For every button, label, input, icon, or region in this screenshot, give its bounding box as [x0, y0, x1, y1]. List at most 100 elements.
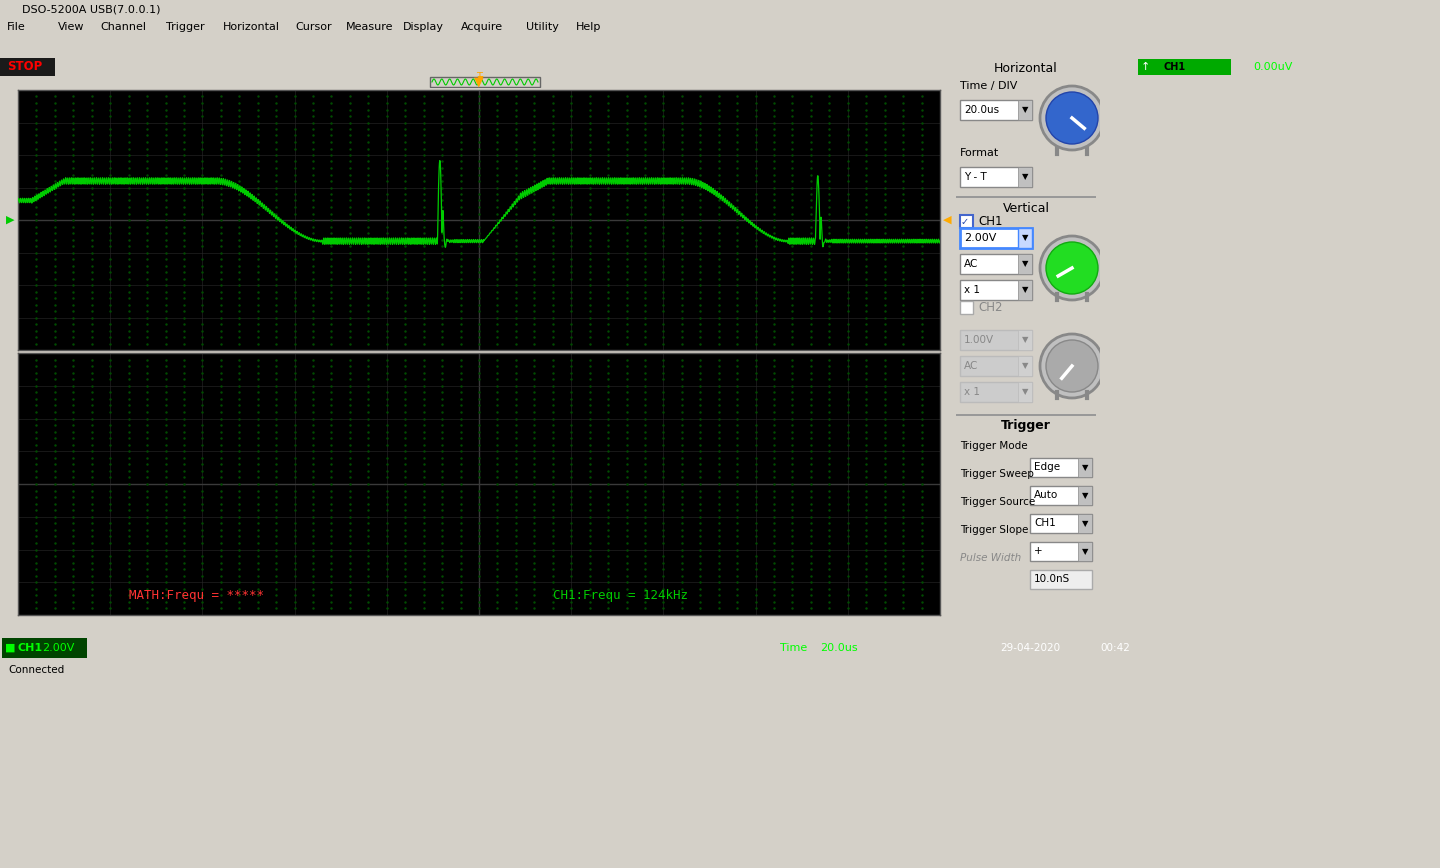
Bar — [431, 77, 540, 87]
Circle shape — [1045, 340, 1099, 392]
Bar — [960, 254, 1032, 274]
Text: AC: AC — [963, 259, 978, 269]
Text: ▼: ▼ — [1022, 233, 1028, 242]
Bar — [1079, 542, 1092, 561]
Text: Help: Help — [576, 22, 602, 31]
Circle shape — [1045, 92, 1099, 144]
Text: Edge: Edge — [1034, 463, 1060, 472]
Bar — [960, 280, 1032, 300]
FancyBboxPatch shape — [1138, 59, 1231, 76]
FancyBboxPatch shape — [0, 58, 55, 76]
Circle shape — [1045, 242, 1099, 294]
Circle shape — [1040, 236, 1104, 300]
Text: Trigger Mode: Trigger Mode — [960, 441, 1028, 451]
Text: ◀: ◀ — [943, 215, 952, 225]
Text: ▼: ▼ — [1022, 260, 1028, 268]
Text: Pulse Width: Pulse Width — [960, 553, 1021, 563]
Text: Measure: Measure — [346, 22, 393, 31]
Bar — [1018, 280, 1032, 300]
Bar — [960, 382, 1032, 402]
Text: 1.00V: 1.00V — [963, 335, 994, 345]
Text: 0.00uV: 0.00uV — [1253, 62, 1292, 72]
Text: 20.0us: 20.0us — [819, 643, 858, 653]
Text: 29-04-2020: 29-04-2020 — [999, 643, 1060, 653]
Bar — [956, 414, 1096, 416]
Text: ✓: ✓ — [960, 216, 969, 227]
Text: 20.0us: 20.0us — [963, 105, 999, 115]
Circle shape — [1040, 334, 1104, 398]
Text: Y - T: Y - T — [963, 172, 986, 182]
Text: Channel: Channel — [101, 22, 147, 31]
Text: CH1: CH1 — [17, 643, 43, 653]
Bar — [1018, 356, 1032, 376]
Text: Trigger Sweep: Trigger Sweep — [960, 469, 1034, 479]
Text: CH1: CH1 — [1164, 62, 1185, 72]
Text: ▼: ▼ — [1022, 361, 1028, 371]
Text: AC: AC — [963, 361, 978, 371]
Bar — [1018, 254, 1032, 274]
Text: Format: Format — [960, 148, 999, 158]
Text: ▼: ▼ — [1022, 106, 1028, 115]
Text: ▼: ▼ — [474, 76, 484, 89]
Text: ▼: ▼ — [1081, 519, 1089, 528]
Bar — [960, 330, 1032, 350]
Bar — [1018, 382, 1032, 402]
Bar — [960, 167, 1032, 187]
Bar — [1030, 514, 1092, 533]
Bar — [1079, 514, 1092, 533]
Text: Horizontal: Horizontal — [994, 62, 1058, 75]
Text: x 1: x 1 — [963, 387, 981, 397]
Text: ▼: ▼ — [1022, 286, 1028, 294]
Text: Display: Display — [403, 22, 444, 31]
Bar — [1079, 486, 1092, 505]
Bar — [1030, 458, 1092, 477]
Text: DSO-5200A USB(7.0.0.1): DSO-5200A USB(7.0.0.1) — [22, 4, 160, 14]
Bar — [960, 356, 1032, 376]
Text: Horizontal: Horizontal — [223, 22, 281, 31]
Text: Trigger Slope: Trigger Slope — [960, 525, 1028, 535]
Text: Trigger Source: Trigger Source — [960, 497, 1035, 507]
Text: ▼: ▼ — [1081, 463, 1089, 472]
Text: CH2: CH2 — [978, 301, 1002, 314]
Text: Time: Time — [780, 643, 808, 653]
Bar — [960, 301, 973, 314]
Text: T: T — [477, 72, 482, 82]
Text: ▶: ▶ — [6, 215, 14, 225]
Text: ↑: ↑ — [1140, 62, 1151, 72]
Bar — [960, 228, 1032, 248]
Text: 2.00V: 2.00V — [42, 643, 75, 653]
Text: Utility: Utility — [526, 22, 559, 31]
Text: ▼: ▼ — [1081, 547, 1089, 556]
Text: +: + — [1034, 547, 1043, 556]
Text: View: View — [58, 22, 84, 31]
Bar — [1018, 228, 1032, 248]
Text: STOP: STOP — [7, 61, 42, 74]
Text: ▼: ▼ — [1022, 336, 1028, 345]
Text: Vertical: Vertical — [1002, 201, 1050, 214]
Bar — [1018, 330, 1032, 350]
Bar — [960, 100, 1032, 120]
Bar — [1, 638, 86, 658]
Text: ■: ■ — [4, 643, 16, 653]
Bar — [956, 196, 1096, 198]
Bar — [1030, 570, 1092, 589]
Bar — [960, 215, 973, 228]
Text: ▼: ▼ — [1022, 387, 1028, 397]
Bar — [1079, 458, 1092, 477]
Text: ▼: ▼ — [1081, 491, 1089, 500]
Text: Trigger: Trigger — [166, 22, 204, 31]
Circle shape — [1040, 86, 1104, 150]
Text: File: File — [7, 22, 26, 31]
Bar — [1030, 542, 1092, 561]
Text: Trigger: Trigger — [1001, 419, 1051, 432]
Bar — [1018, 167, 1032, 187]
Text: CH1: CH1 — [978, 215, 1002, 228]
Bar — [1030, 486, 1092, 505]
Text: x 1: x 1 — [963, 285, 981, 295]
Text: Time / DIV: Time / DIV — [960, 81, 1018, 91]
Text: 10.0nS: 10.0nS — [1034, 575, 1070, 584]
Text: Auto: Auto — [1034, 490, 1058, 501]
Text: 00:42: 00:42 — [1100, 643, 1130, 653]
Text: MATH:Frequ = *****: MATH:Frequ = ***** — [128, 589, 264, 602]
Text: ▼: ▼ — [1022, 173, 1028, 181]
